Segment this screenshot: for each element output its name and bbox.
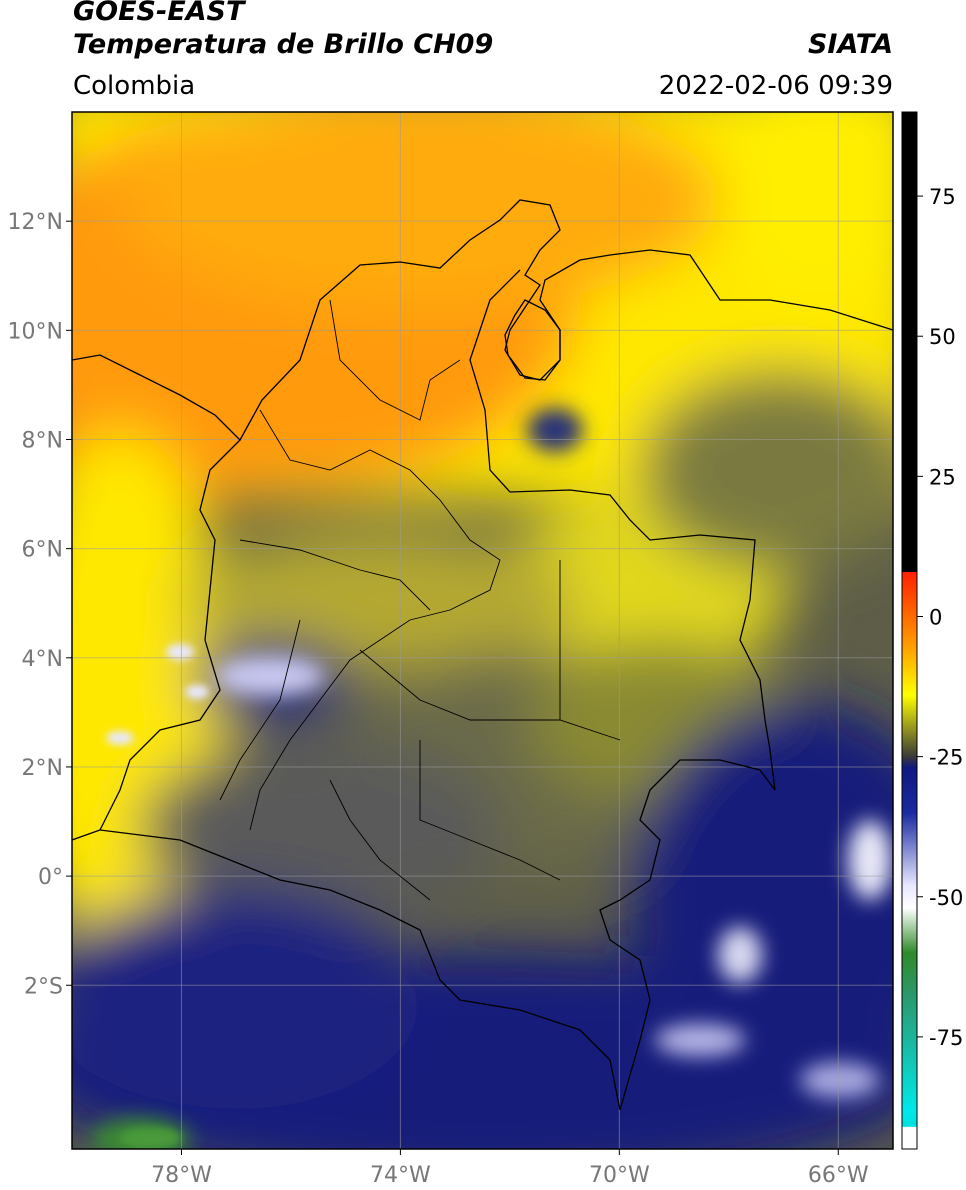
caribbean-coastline [72, 199, 893, 442]
colombia-brazil-border [599, 759, 776, 1111]
lon-tick-label: 66°W [808, 1163, 869, 1188]
graticule [72, 112, 893, 1149]
colorbar-tick-label: 75 [929, 185, 956, 209]
colorbar-tick-label: -75 [929, 1026, 963, 1050]
lat-tick-label: 4°N [22, 647, 63, 672]
lat-tick-label: 10°N [8, 319, 63, 344]
map-frame [71, 111, 894, 1150]
colombia-peru-ecuador-border [99, 829, 621, 1111]
lat-tick-label: 6°N [22, 538, 63, 563]
lat-tick-label: 8°N [22, 428, 63, 453]
colorbar-tick-label: -50 [929, 886, 963, 910]
colorbar-tick-label: 0 [929, 605, 942, 629]
latitude-ticks: 12°N 10°N 8°N 6°N 4°N 2°N 0° 2°S [8, 210, 72, 999]
internal-departments [219, 299, 621, 901]
colorbar-ticks: 75 50 25 0 -25 -50 -75 [917, 185, 963, 1050]
colorbar-tick-label: 50 [929, 325, 956, 349]
lat-tick-label: 0° [38, 865, 63, 890]
colorbar-tick-label: 25 [929, 465, 956, 489]
lat-tick-label: 12°N [8, 210, 63, 235]
lat-tick-label: 2°S [24, 974, 63, 999]
lon-tick-label: 70°W [589, 1163, 650, 1188]
satellite-title: GOES-EAST [73, 0, 245, 27]
longitude-ticks: 78°W 74°W 70°W 66°W [151, 1149, 869, 1188]
source-label: SIATA [807, 29, 893, 60]
lake-maracaibo [504, 299, 561, 381]
colorbar-tick-label: -25 [929, 746, 963, 770]
coastlines-and-borders [72, 199, 893, 1111]
lon-tick-label: 74°W [370, 1163, 431, 1188]
datetime-label: 2022-02-06 09:39 [658, 71, 893, 101]
colorbar: 75 50 25 0 -25 -50 -75 [901, 111, 963, 1150]
lon-tick-label: 78°W [151, 1163, 212, 1188]
colorbar-ramp [901, 111, 918, 1150]
lat-tick-label: 2°N [22, 756, 63, 781]
brightness-temperature-field [72, 112, 893, 1149]
pacific-coastline [72, 439, 241, 841]
colombia-venezuela-border [469, 269, 776, 791]
product-title: Temperatura de Brillo CH09 [73, 29, 494, 60]
region-label: Colombia [73, 71, 196, 101]
